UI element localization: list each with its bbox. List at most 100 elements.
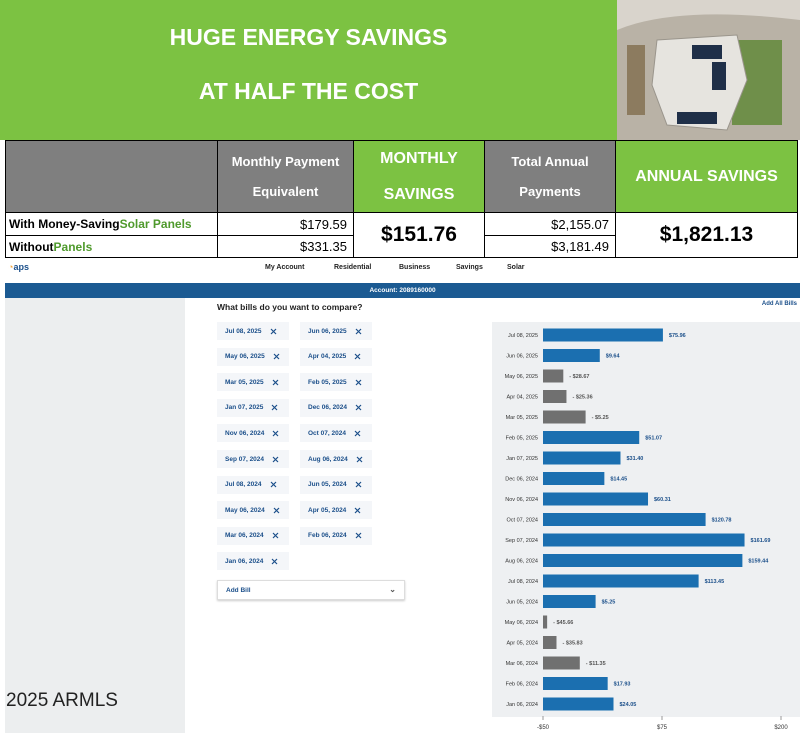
remove-icon[interactable]: [272, 456, 279, 463]
bill-chip[interactable]: Feb 05, 2025: [300, 373, 372, 392]
x-glyph: [354, 430, 361, 437]
annual-savings: $1,821.13: [615, 212, 798, 258]
banner-line: HUGE ENERGY SAVINGS: [169, 24, 448, 50]
chip-date: Jun 06, 2025: [308, 327, 347, 335]
bar: [543, 369, 564, 383]
remove-icon[interactable]: [355, 379, 362, 386]
bill-chip[interactable]: Jan 06, 2024: [217, 552, 289, 571]
chip-date: Feb 06, 2024: [308, 532, 347, 540]
x-tick-label: $75: [657, 725, 668, 731]
logo[interactable]: ◔aps: [8, 262, 29, 272]
bar: [543, 636, 557, 649]
bar: [543, 697, 614, 711]
bill-chip[interactable]: Sep 07, 2024: [217, 450, 289, 468]
bill-chip[interactable]: May 06, 2024: [217, 501, 289, 520]
value-label: $120.78: [712, 518, 732, 524]
bar: [543, 349, 600, 362]
category-label: Jan 07, 2025: [506, 456, 538, 462]
remove-icon[interactable]: [270, 481, 277, 488]
remove-icon[interactable]: [273, 353, 280, 360]
remove-icon[interactable]: [356, 456, 363, 463]
x-glyph: [356, 456, 363, 462]
row-label-highlight: Panels: [53, 239, 93, 254]
remove-icon[interactable]: [271, 404, 278, 411]
bill-chip[interactable]: Dec 06, 2024: [300, 398, 372, 417]
nav-item[interactable]: Residential: [334, 264, 372, 271]
bill-chip[interactable]: Jun 06, 2025: [300, 322, 372, 340]
bar: [543, 677, 608, 690]
bar: [543, 615, 548, 629]
chip-date: Aug 06, 2024: [308, 455, 348, 463]
value-label: - $35.83: [562, 641, 582, 647]
category-label: May 06, 2024: [505, 620, 538, 626]
remove-icon[interactable]: [273, 507, 280, 514]
x-glyph: [272, 456, 279, 462]
bar: [543, 574, 699, 588]
nav-item[interactable]: Business: [399, 264, 431, 271]
bar: [543, 410, 586, 424]
solar-panel: [692, 45, 722, 59]
solar-panel: [677, 112, 717, 124]
bill-chip[interactable]: Apr 05, 2024: [300, 501, 372, 520]
value-label: $5.25: [602, 600, 616, 606]
x-glyph: [270, 328, 276, 334]
nav-item[interactable]: Savings: [456, 264, 483, 271]
remove-icon[interactable]: [272, 532, 279, 539]
category-label: Aug 06, 2024: [505, 559, 538, 565]
bar: [543, 328, 663, 342]
add-all-bills[interactable]: Add All Bills: [761, 301, 797, 307]
bar: [543, 451, 621, 465]
value-label: $60.31: [654, 497, 671, 503]
chip-date: Mar 06, 2024: [225, 532, 264, 540]
remove-icon[interactable]: [355, 328, 362, 335]
bill-chip[interactable]: May 06, 2025: [217, 347, 289, 366]
bill-chip[interactable]: Jan 07, 2025: [217, 398, 289, 417]
remove-icon[interactable]: [272, 379, 279, 386]
bill-chip[interactable]: Mar 06, 2024: [217, 526, 289, 545]
category-label: Jun 05, 2024: [506, 600, 538, 606]
remove-icon[interactable]: [354, 507, 361, 514]
category-label: Mar 05, 2025: [506, 415, 538, 421]
remove-icon[interactable]: [354, 353, 361, 360]
bar: [543, 554, 743, 567]
value-label: - $45.66: [553, 620, 573, 626]
row-label-text: Without: [9, 239, 54, 254]
banner-line: AT HALF THE COST: [198, 78, 419, 104]
bill-chip[interactable]: Jul 08, 2025: [217, 322, 289, 340]
row-label-highlight: Solar Panels: [119, 217, 192, 231]
x-glyph: [272, 379, 279, 386]
nav-item[interactable]: Solar: [507, 264, 525, 271]
category-label: Jul 08, 2024: [508, 579, 538, 585]
bill-chip[interactable]: Apr 04, 2025: [300, 347, 372, 366]
bill-chip[interactable]: Oct 07, 2024: [300, 424, 372, 443]
category-label: Apr 05, 2024: [507, 641, 539, 647]
remove-icon[interactable]: [355, 404, 362, 411]
chip-date: May 06, 2024: [225, 506, 265, 514]
table-header: Total Annual Payments: [484, 140, 616, 213]
value-label: $31.40: [626, 456, 643, 462]
bill-chip[interactable]: Jul 08, 2024: [217, 475, 289, 494]
nav-item[interactable]: My Account: [265, 264, 305, 271]
bar: [543, 656, 580, 670]
category-label: Nov 06, 2024: [505, 497, 538, 503]
remove-icon[interactable]: [270, 328, 277, 335]
remove-icon[interactable]: [271, 558, 278, 565]
bill-chip[interactable]: Jun 05, 2024: [300, 475, 372, 494]
remove-icon[interactable]: [355, 532, 362, 539]
bill-chip[interactable]: Feb 06, 2024: [300, 526, 372, 545]
remove-icon[interactable]: [354, 430, 361, 437]
table-header: Monthly Payment Equivalent: [217, 140, 354, 213]
bill-chip[interactable]: Nov 06, 2024: [217, 424, 289, 443]
category-label: May 06, 2025: [505, 374, 538, 380]
remove-icon[interactable]: [355, 481, 362, 488]
bar: [543, 492, 649, 506]
chip-date: Oct 07, 2024: [308, 429, 346, 437]
bill-chip[interactable]: Mar 05, 2025: [217, 373, 289, 392]
category-label: Feb 05, 2025: [506, 436, 538, 442]
add-bill-dropdown[interactable]: Add Bill ⌄: [217, 580, 405, 600]
bill-chip[interactable]: Aug 06, 2024: [300, 450, 372, 468]
bar: [543, 390, 567, 403]
remove-icon[interactable]: [272, 430, 279, 437]
